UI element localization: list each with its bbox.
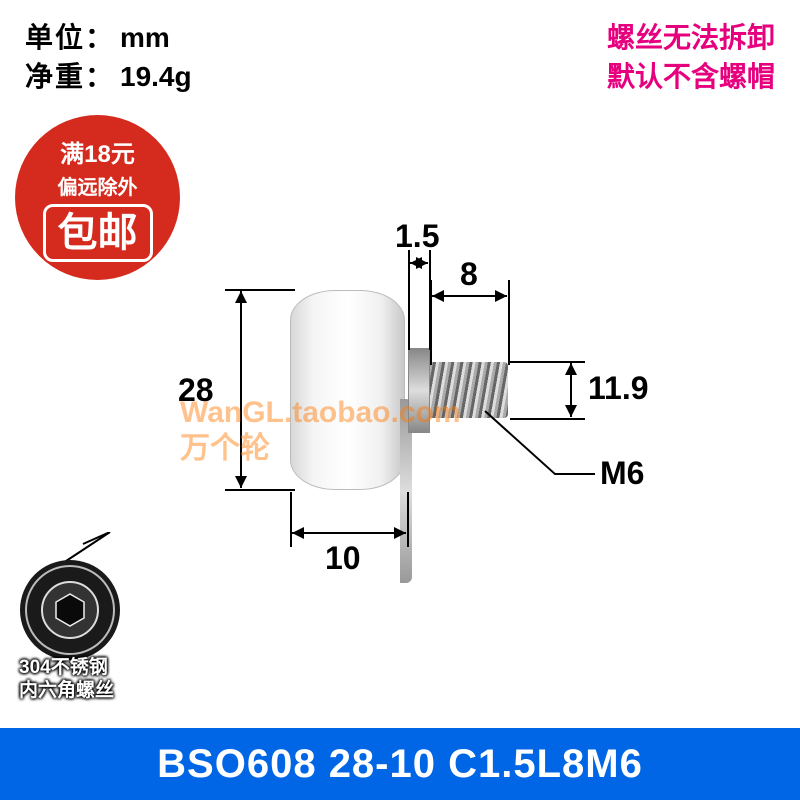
- dim-11p9: 11.9: [588, 370, 649, 407]
- badge-line-3: 包邮: [43, 204, 153, 262]
- warning-line-2: 默认不含螺帽: [607, 57, 775, 96]
- technical-diagram: 28 10 1.5 8 11.9 M6: [150, 180, 700, 600]
- ext-line: [510, 418, 585, 420]
- ext-line: [555, 473, 595, 475]
- leader-m6: [484, 410, 556, 475]
- dim-8: 8: [460, 256, 478, 293]
- ext-line: [407, 492, 409, 547]
- dim-1p5: 1.5: [395, 218, 439, 255]
- badge-line-1: 满18元: [60, 134, 135, 169]
- hub-shape: [408, 348, 430, 433]
- part-number: BSO608 28-10 C1.5L8M6: [157, 742, 643, 787]
- spec-block: 单位： mm 净重： 19.4g: [25, 18, 192, 96]
- wheel-body-shape: [290, 290, 405, 490]
- weight-label: 净重：: [25, 57, 120, 96]
- warning-block: 螺丝无法拆卸 默认不含螺帽: [607, 18, 775, 96]
- badge-line-2: 偏远除外: [58, 171, 138, 200]
- bolt-label-2: 内六角螺丝: [19, 679, 114, 703]
- weight-value: 19.4g: [120, 57, 192, 96]
- dim-arrow-1p5: [410, 262, 428, 264]
- bolt-inset: 304不锈钢 内六角螺丝: [15, 532, 155, 706]
- dim-28: 28: [178, 372, 214, 409]
- ext-line: [508, 280, 510, 365]
- dim-arrow-11p9: [570, 363, 572, 417]
- dim-arrow-8: [432, 295, 507, 297]
- dim-arrow-10: [292, 532, 406, 534]
- unit-value: mm: [120, 18, 170, 57]
- bolt-label-1: 304不锈钢: [19, 656, 114, 680]
- ext-line: [225, 489, 295, 491]
- bolt-label: 304不锈钢 内六角螺丝: [15, 654, 118, 706]
- unit-label: 单位：: [25, 18, 120, 57]
- warning-line-1: 螺丝无法拆卸: [607, 18, 775, 57]
- dim-arrow-28: [240, 291, 242, 488]
- dim-m6: M6: [600, 455, 644, 492]
- bolt-head-icon: [15, 532, 155, 662]
- dim-10: 10: [325, 540, 361, 577]
- part-number-footer: BSO608 28-10 C1.5L8M6: [0, 728, 800, 800]
- thread-shape: [430, 362, 508, 418]
